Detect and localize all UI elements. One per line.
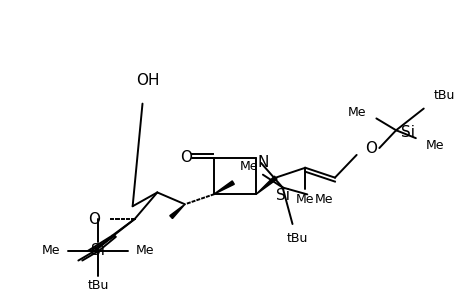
Text: O: O: [364, 140, 377, 155]
Text: Si: Si: [91, 243, 105, 258]
Text: tBu: tBu: [433, 89, 454, 102]
Text: Si: Si: [400, 125, 414, 140]
Text: O: O: [88, 212, 100, 226]
Text: Me: Me: [42, 244, 61, 257]
Text: Me: Me: [135, 244, 154, 257]
Text: Me: Me: [296, 193, 314, 206]
Text: tBu: tBu: [286, 232, 308, 245]
Text: Si: Si: [275, 188, 289, 203]
Text: Me: Me: [239, 160, 257, 173]
Text: OH: OH: [135, 74, 159, 88]
Text: Me: Me: [314, 193, 333, 206]
Polygon shape: [255, 176, 276, 194]
Text: tBu: tBu: [87, 279, 108, 292]
Polygon shape: [213, 181, 234, 194]
Polygon shape: [169, 204, 185, 219]
Text: Me: Me: [347, 106, 366, 119]
Text: N: N: [257, 155, 268, 170]
Text: Me: Me: [425, 139, 443, 152]
Text: O: O: [179, 150, 191, 165]
